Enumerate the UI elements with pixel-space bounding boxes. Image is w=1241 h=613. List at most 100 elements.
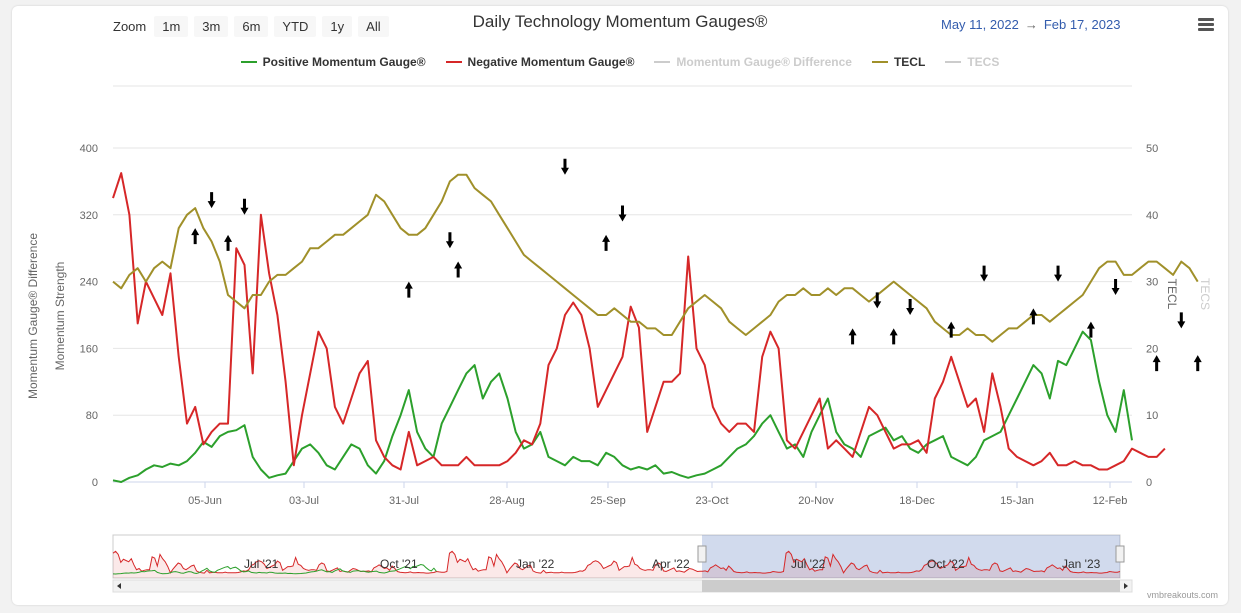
zoom-1y-button[interactable]: 1y: [322, 16, 353, 37]
zoom-6m-button[interactable]: 6m: [234, 16, 269, 37]
buy-signal-up-arrow-icon[interactable]: [1193, 355, 1202, 372]
buy-signal-up-arrow-icon[interactable]: [1152, 355, 1161, 372]
buy-signal-up-arrow-icon[interactable]: [602, 234, 611, 251]
buy-signal-up-arrow-icon[interactable]: [848, 328, 857, 345]
navigator-label: Jan '22: [516, 557, 555, 571]
legend-swatch: [871, 61, 888, 63]
sell-signal-down-arrow-icon[interactable]: [445, 232, 454, 249]
sell-signal-down-arrow-icon[interactable]: [240, 198, 249, 215]
legend-swatch: [240, 61, 257, 63]
arrow-shape: [1086, 321, 1095, 338]
navigator-handle[interactable]: [697, 545, 707, 563]
legend-swatch: [654, 61, 671, 63]
legend-label: Positive Momentum Gauge®: [262, 55, 426, 69]
series-line[interactable]: [112, 172, 1166, 471]
x-tick-label: 18-Dec: [899, 495, 935, 507]
sell-signal-down-arrow-icon[interactable]: [1177, 312, 1186, 329]
scroll-right-arrow-icon[interactable]: [1124, 583, 1128, 589]
buy-signal-up-arrow-icon[interactable]: [889, 328, 898, 345]
chart-legend: Positive Momentum Gauge® Negative Moment…: [12, 55, 1228, 69]
navigator-selection[interactable]: [702, 535, 1120, 578]
legend-item-tecs[interactable]: TECS: [945, 55, 999, 69]
navigator-label: Jan '23: [1062, 557, 1101, 571]
sell-signal-down-arrow-icon[interactable]: [873, 292, 882, 309]
y-left-tick-label: 160: [80, 343, 98, 355]
date-range: May 11, 2022 → Feb 17, 2023: [941, 17, 1120, 32]
y-left-tick-label: 0: [92, 477, 98, 489]
zoom-all-button[interactable]: All: [358, 16, 389, 37]
sell-signal-down-arrow-icon[interactable]: [1054, 265, 1063, 282]
sell-signal-down-arrow-icon[interactable]: [1111, 278, 1120, 295]
arrow-shape: [1177, 312, 1186, 329]
series-line[interactable]: [112, 330, 1133, 483]
arrow-shape: [947, 321, 956, 338]
arrow-shape: [454, 261, 463, 278]
x-tick-label: 03-Jul: [289, 495, 319, 507]
y-left-tick-label: 240: [80, 277, 98, 289]
sell-signal-down-arrow-icon[interactable]: [618, 205, 627, 222]
x-tick-label: 31-Jul: [389, 495, 419, 507]
main-chart[interactable]: 0 80 160 240 320 400 0 10 20 30 40 50 Momentum Gauge…: [12, 6, 1228, 605]
arrow-shape: [889, 328, 898, 345]
buy-signal-up-arrow-icon[interactable]: [947, 321, 956, 338]
sell-signal-down-arrow-icon[interactable]: [906, 299, 915, 315]
navigator-handle[interactable]: [1115, 545, 1125, 563]
y-right-axis-title: TECS: [1198, 278, 1212, 310]
legend-item-positive[interactable]: Positive Momentum Gauge®: [240, 55, 426, 69]
navigator-series-line: [112, 550, 1121, 574]
navigator-label: Apr '22: [652, 557, 690, 571]
arrow-shape: [560, 158, 569, 175]
credit-link[interactable]: vmbreakouts.com: [1147, 590, 1219, 600]
y-right-tick-label: 30: [1146, 277, 1158, 289]
y-right-axis-title: TECL: [1165, 279, 1179, 310]
arrow-shape: [240, 198, 249, 215]
range-from[interactable]: May 11, 2022: [941, 17, 1019, 32]
arrow-shape: [618, 205, 627, 222]
buy-signal-up-arrow-icon[interactable]: [1086, 321, 1095, 338]
y-left-tick-label: 400: [80, 143, 98, 155]
buy-signal-up-arrow-icon[interactable]: [454, 261, 463, 278]
series-line[interactable]: [112, 173, 1199, 343]
range-to[interactable]: Feb 17, 2023: [1043, 17, 1121, 32]
sell-signal-down-arrow-icon[interactable]: [980, 265, 989, 282]
buy-signal-up-arrow-icon[interactable]: [224, 234, 233, 251]
hamburger-menu-icon[interactable]: [1198, 18, 1214, 32]
zoom-ytd-button[interactable]: YTD: [274, 16, 317, 37]
legend-item-difference[interactable]: Momentum Gauge® Difference: [654, 55, 852, 69]
zoom-3m-button[interactable]: 3m: [194, 16, 229, 37]
x-tick-label: 25-Sep: [590, 495, 625, 507]
arrow-shape: [873, 292, 882, 309]
arrow-shape: [224, 234, 233, 251]
y-right-tick-label: 50: [1146, 143, 1158, 155]
arrow-shape: [848, 328, 857, 345]
arrow-shape: [602, 234, 611, 251]
arrow-shape: [1054, 265, 1063, 282]
y-right-tick-label: 10: [1146, 410, 1158, 422]
y-left-axis-title: Momentum Strength: [53, 262, 67, 371]
buy-signal-up-arrow-icon[interactable]: [1029, 308, 1038, 325]
x-tick-label: 23-Oct: [695, 495, 728, 507]
scroll-left-arrow-icon[interactable]: [117, 583, 121, 589]
sell-signal-down-arrow-icon[interactable]: [560, 158, 569, 175]
legend-swatch: [945, 61, 962, 63]
zoom-label: Zoom: [113, 19, 147, 34]
legend-item-negative[interactable]: Negative Momentum Gauge®: [445, 55, 634, 69]
navigator-label: Jul '22: [791, 557, 826, 571]
y-left-axis-title: Momentum Gauge® Difference: [26, 233, 40, 399]
legend-label: Momentum Gauge® Difference: [676, 55, 852, 69]
legend-item-tecl[interactable]: TECL: [871, 55, 925, 69]
arrow-shape: [207, 192, 216, 209]
navigator-frame: [112, 534, 1121, 579]
scrollbar-thumb[interactable]: [702, 580, 1120, 592]
arrow-shape: [404, 281, 413, 298]
buy-signal-up-arrow-icon[interactable]: [404, 281, 413, 298]
navigator-label: Oct '22: [927, 557, 965, 571]
zoom-1m-button[interactable]: 1m: [154, 16, 189, 37]
chart-card: Zoom 1m 3m 6m YTD 1y All Daily Technolog…: [12, 6, 1228, 605]
arrow-shape: [1152, 355, 1161, 372]
navigator-series-line: [112, 563, 437, 575]
sell-signal-down-arrow-icon[interactable]: [207, 192, 216, 209]
x-tick-label: 28-Aug: [489, 495, 524, 507]
chart-title: Daily Technology Momentum Gauges®: [472, 12, 768, 31]
buy-signal-up-arrow-icon[interactable]: [191, 228, 200, 245]
